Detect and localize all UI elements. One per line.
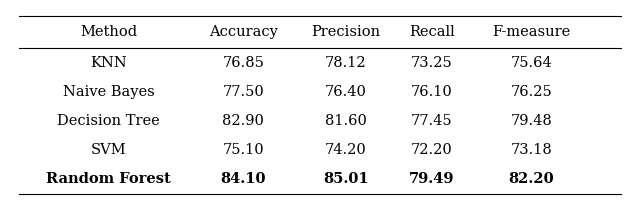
Text: 85.01: 85.01 (323, 172, 369, 186)
Text: F-measure: F-measure (492, 25, 570, 39)
Text: Accuracy: Accuracy (209, 25, 278, 39)
Text: 82.20: 82.20 (508, 172, 554, 186)
Text: 76.85: 76.85 (222, 56, 264, 70)
Text: Naive Bayes: Naive Bayes (63, 85, 155, 99)
Text: 74.20: 74.20 (324, 143, 367, 157)
Text: Decision Tree: Decision Tree (58, 114, 160, 128)
Text: 75.64: 75.64 (510, 56, 552, 70)
Text: 81.60: 81.60 (324, 114, 367, 128)
Text: Method: Method (80, 25, 138, 39)
Text: 82.90: 82.90 (222, 114, 264, 128)
Text: 76.40: 76.40 (324, 85, 367, 99)
Text: Random Forest: Random Forest (47, 172, 171, 186)
Text: 78.12: 78.12 (324, 56, 367, 70)
Text: Precision: Precision (311, 25, 380, 39)
Text: 72.20: 72.20 (411, 143, 453, 157)
Text: 84.10: 84.10 (220, 172, 266, 186)
Text: 77.50: 77.50 (222, 85, 264, 99)
Text: SVM: SVM (91, 143, 127, 157)
Text: 75.10: 75.10 (222, 143, 264, 157)
Text: KNN: KNN (90, 56, 127, 70)
Text: 79.49: 79.49 (409, 172, 455, 186)
Text: 76.25: 76.25 (510, 85, 552, 99)
Text: 73.25: 73.25 (411, 56, 453, 70)
Text: 73.18: 73.18 (510, 143, 552, 157)
Text: 76.10: 76.10 (411, 85, 453, 99)
Text: 77.45: 77.45 (411, 114, 453, 128)
Text: 79.48: 79.48 (510, 114, 552, 128)
Text: Recall: Recall (409, 25, 455, 39)
